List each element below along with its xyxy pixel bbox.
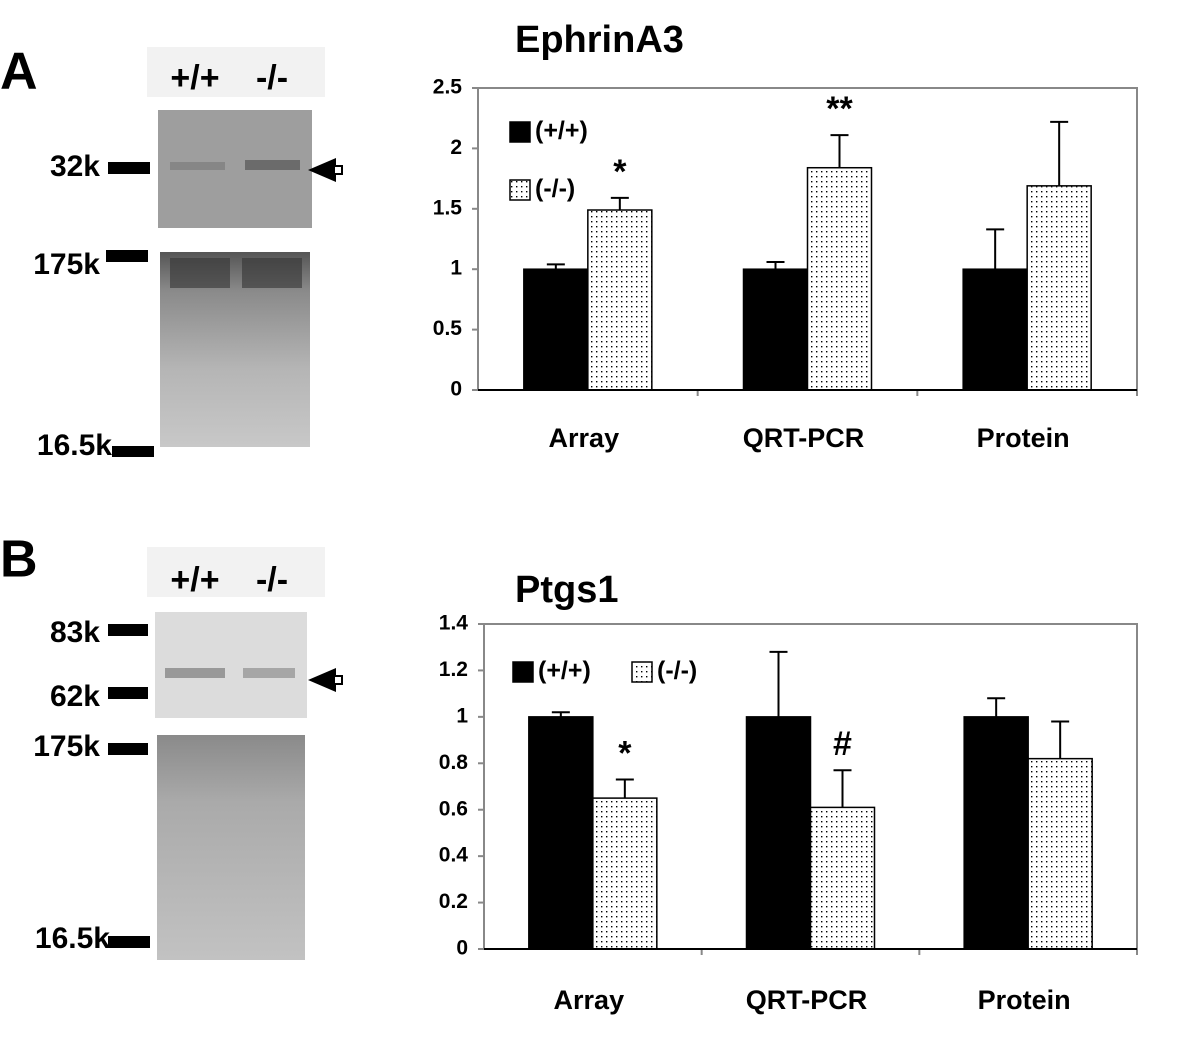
lane-header	[147, 47, 325, 97]
bar	[1026, 185, 1092, 391]
bar	[806, 166, 873, 391]
y-tick-label: 1.5	[433, 196, 463, 219]
marker-bar	[108, 687, 148, 699]
panel-label: B	[0, 531, 38, 589]
blot	[157, 735, 305, 960]
error-bar	[551, 711, 570, 717]
lane-label: +/+	[170, 59, 219, 97]
error-bar	[986, 228, 1005, 270]
marker-bar	[108, 936, 150, 948]
y-tick-label: 0	[456, 937, 468, 960]
marker-bar	[108, 743, 148, 755]
annotation: **	[826, 90, 853, 128]
bar	[963, 716, 1029, 950]
bar	[745, 716, 812, 950]
lane-label: -/-	[256, 561, 288, 599]
band	[245, 160, 300, 170]
error-bar	[766, 260, 785, 270]
band	[165, 668, 225, 678]
band	[170, 162, 225, 170]
error-bar	[546, 263, 565, 270]
legend-swatch	[512, 661, 534, 683]
y-tick-label: 1.4	[439, 612, 469, 635]
marker-label: 175k	[33, 248, 100, 281]
error-bar	[987, 697, 1006, 717]
marker-bar	[112, 446, 154, 457]
marker-label: 16.5k	[35, 922, 110, 955]
x-tick-label: QRT-PCR	[743, 423, 865, 453]
bar	[742, 268, 809, 391]
arrow-tail	[333, 165, 343, 175]
legend-swatch	[509, 179, 531, 201]
y-tick-label: 2	[450, 136, 462, 159]
marker-label: 83k	[50, 616, 100, 649]
legend-label: (+/+)	[538, 657, 591, 685]
marker-bar	[108, 624, 148, 636]
bar	[962, 268, 1028, 391]
error-bar	[1051, 720, 1070, 759]
arrow-tail	[333, 675, 343, 685]
legend-swatch	[631, 661, 653, 683]
legend-swatch	[509, 121, 531, 143]
x-tick-label: Array	[554, 985, 625, 1015]
error-bar	[833, 769, 852, 808]
lane-header	[147, 547, 325, 597]
y-tick-label: 0	[450, 378, 462, 401]
lane-label: -/-	[256, 59, 288, 97]
panel-label: A	[0, 43, 38, 101]
marker-bar	[106, 250, 148, 262]
error-bar	[610, 196, 629, 211]
y-tick-label: 0.5	[433, 317, 463, 340]
marker-label: 32k	[50, 150, 100, 183]
error-bar	[769, 650, 788, 717]
x-tick-label: Protein	[977, 423, 1070, 453]
error-bar	[615, 778, 634, 799]
marker-bar	[108, 162, 150, 174]
bar	[1027, 757, 1093, 950]
chart-title: EphrinA3	[515, 19, 684, 61]
annotation: #	[833, 725, 852, 763]
marker-label: 62k	[50, 680, 100, 713]
y-tick-label: 1	[456, 704, 468, 727]
lane-label: +/+	[170, 561, 219, 599]
y-tick-label: 0.4	[439, 844, 469, 867]
y-tick-label: 0.2	[439, 890, 468, 913]
bar	[587, 209, 653, 391]
bar	[523, 268, 589, 391]
marker-label: 175k	[33, 730, 100, 763]
x-tick-label: Protein	[978, 985, 1071, 1015]
bar	[809, 806, 876, 950]
error-bar	[1050, 120, 1069, 186]
x-tick-label: Array	[549, 423, 620, 453]
blot	[155, 612, 307, 718]
x-tick-label: QRT-PCR	[746, 985, 868, 1015]
band	[242, 258, 302, 288]
legend-label: (-/-)	[657, 657, 697, 685]
y-tick-label: 1	[450, 257, 462, 280]
bar	[592, 797, 658, 950]
annotation: *	[613, 153, 627, 191]
y-tick-label: 1.2	[439, 658, 468, 681]
legend-label: (+/+)	[535, 117, 588, 145]
y-tick-label: 2.5	[433, 76, 463, 99]
y-tick-label: 0.6	[439, 797, 468, 820]
annotation: *	[618, 735, 632, 773]
y-tick-label: 0.8	[439, 751, 469, 774]
band	[170, 258, 230, 288]
arrowhead	[308, 668, 336, 692]
error-bar	[830, 134, 849, 168]
band	[243, 668, 295, 678]
legend-label: (-/-)	[535, 175, 575, 203]
chart-title: Ptgs1	[515, 569, 618, 611]
arrowhead	[308, 158, 336, 182]
marker-label: 16.5k	[37, 429, 112, 462]
bar	[528, 716, 594, 950]
